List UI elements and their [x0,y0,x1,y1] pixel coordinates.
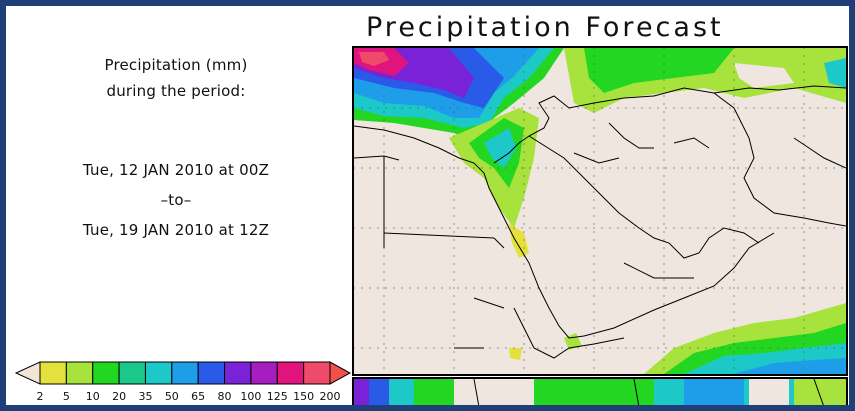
map-gridlines: document.currentScript && 0; [354,48,843,369]
period-description: Precipitation (mm) during the period: Tu… [6,6,346,346]
legend-swatch [276,361,305,385]
color-legend: 2 5 10 20 35 50 65 80 100 125 150 200 [12,358,352,404]
legend-swatch [118,361,146,385]
legend-swatch [39,361,67,385]
start-date: Tue, 12 JAN 2010 at 00Z [82,161,270,179]
legend-swatch [224,361,252,385]
legend-low-cap [14,361,41,385]
precip-north-mediterranean [354,48,564,143]
legend-swatch [250,361,278,385]
legend-swatch [303,361,331,385]
legend-tick-label: 200 [319,390,341,403]
precip-arabian-sea [509,303,846,374]
legend-swatch [144,361,173,385]
coastlines [354,85,846,359]
legend-swatch [92,361,120,385]
content-panel: Precipitation (mm) during the period: Tu… [6,6,849,405]
legend-tick-label: 10 [85,390,100,403]
units-label: Precipitation (mm) [104,56,248,74]
precip-caspian [564,48,846,113]
legend-tick-label: 125 [266,390,288,403]
legend-swatch [197,361,226,385]
precipitation-map: document.currentScript && 0; [352,46,848,376]
map-graphic: document.currentScript && 0; [354,48,846,374]
end-date: Tue, 19 JAN 2010 at 12Z [82,221,270,239]
legend-colorbar [14,361,352,385]
legend-tick-label: 100 [240,390,262,403]
legend-tick-label: 80 [217,390,232,403]
secondary-map-strip [352,377,848,405]
legend-high-cap [329,361,352,385]
page-title: Precipitation Forecast [366,12,724,43]
precip-levant [449,108,539,258]
legend-tick-label: 2 [36,390,44,403]
secondary-map-graphic [354,379,846,405]
legend-tick-label: 35 [138,390,153,403]
legend-swatch [171,361,199,385]
legend-tick-label: 50 [164,390,179,403]
legend-tick-label: 20 [112,390,127,403]
legend-tick-label: 5 [62,390,70,403]
date-separator: –to– [160,191,192,209]
legend-tick-label: 65 [191,390,206,403]
period-label: during the period: [106,82,246,100]
legend-swatch [65,361,94,385]
legend-tick-label: 150 [293,390,315,403]
